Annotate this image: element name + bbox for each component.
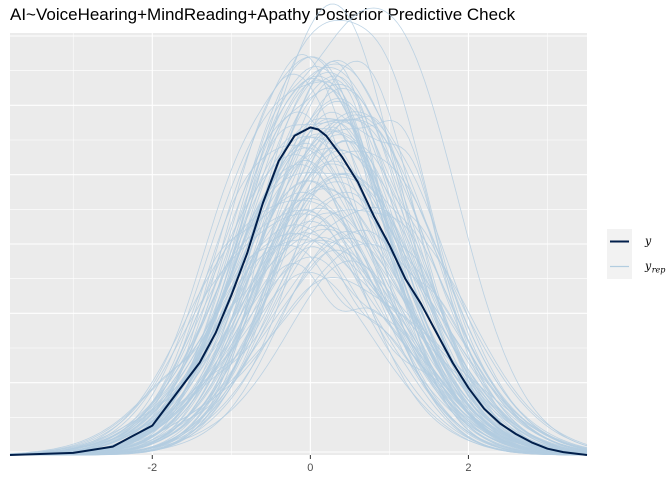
legend-label-yrep: yrep <box>644 260 665 275</box>
y-series <box>9 126 588 456</box>
x-tick-label: -2 <box>147 462 157 474</box>
yrep-line <box>9 159 588 456</box>
yrep-line <box>10 87 588 456</box>
yrep-line <box>9 98 588 456</box>
yrep-line <box>10 228 588 456</box>
yrep-line <box>10 232 588 456</box>
yrep-line <box>10 139 588 456</box>
yrep-line <box>9 118 588 456</box>
legend-label-y: y <box>644 235 652 248</box>
yrep-line <box>9 199 588 455</box>
y-line <box>9 126 588 456</box>
legend-label-sub: rep <box>652 266 666 275</box>
x-axis: -2 0 2 <box>147 455 472 474</box>
x-tick-label: 0 <box>307 462 313 474</box>
yrep-line <box>9 262 588 455</box>
x-tick-label: 2 <box>465 462 471 474</box>
yrep-line <box>9 172 588 454</box>
chart-title: AI~VoiceHearing+MindReading+Apathy Poste… <box>10 5 516 24</box>
grid-lines <box>10 33 587 455</box>
yrep-line <box>10 191 588 456</box>
legend: y yrep <box>607 229 665 279</box>
